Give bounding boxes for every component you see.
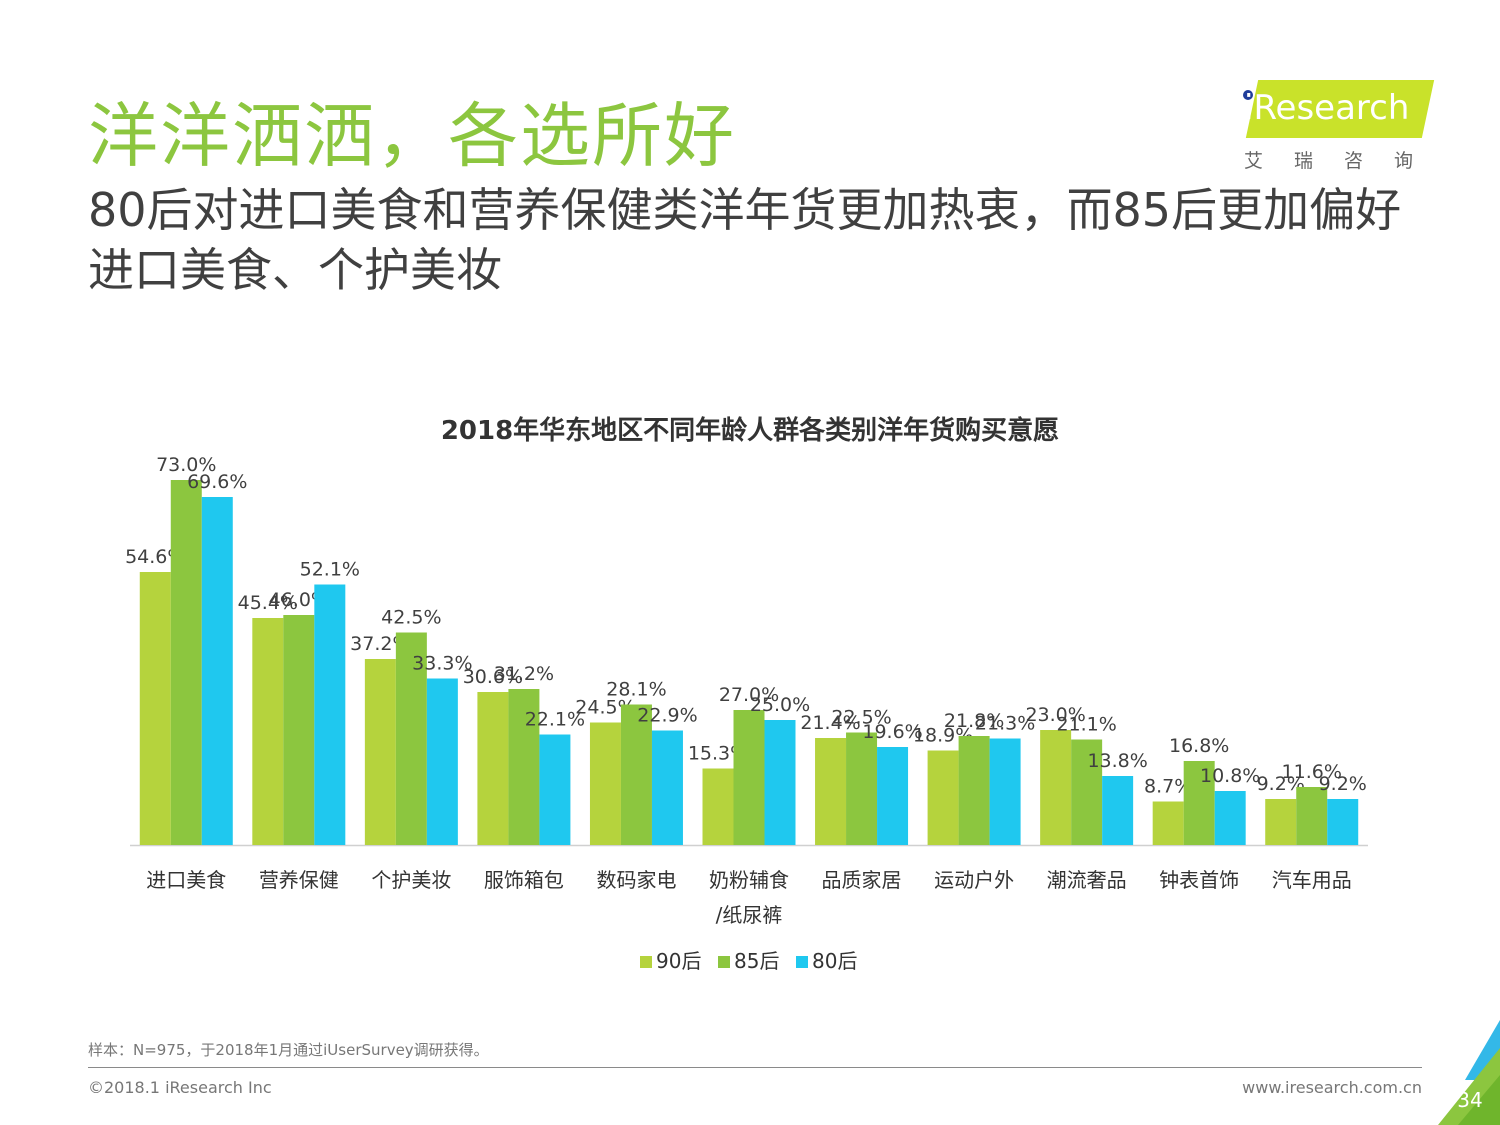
- data-label-90后-运动户外: 18.9%: [913, 725, 973, 747]
- data-label-80后-服饰箱包: 22.1%: [525, 709, 585, 731]
- bar-80后-潮流奢品: [1102, 776, 1134, 845]
- bar-85后-运动户外: [958, 736, 990, 845]
- website-link[interactable]: www.iresearch.com.cn: [1242, 1078, 1422, 1097]
- copyright-text: ©2018.1 iResearch Inc: [88, 1078, 272, 1097]
- corner-decoration: [1438, 1020, 1500, 1125]
- data-label-80后-运动户外: 21.3%: [975, 713, 1035, 735]
- category-label: 钟表首饰: [1159, 868, 1239, 892]
- bar-85后-品质家居: [846, 732, 878, 845]
- category-label: /纸尿裤: [716, 903, 783, 927]
- legend-swatch-90后: [640, 956, 652, 968]
- bar-90后-个护美妆: [364, 659, 396, 845]
- logo-wordmark: iResearch: [1244, 88, 1410, 128]
- page-number: 34: [1457, 1088, 1483, 1112]
- bar-80后-个护美妆: [426, 678, 458, 845]
- footer-divider: [88, 1067, 1422, 1068]
- data-label-90后-进口美食: 54.6%: [125, 546, 185, 568]
- data-label-90后-汽车用品: 9.2%: [1257, 773, 1305, 795]
- chart-title: 2018年华东地区不同年龄人群各类别洋年货购买意愿: [440, 416, 1060, 446]
- page-subtitle: 80后对进口美食和营养保健类洋年货更加热衷，而85后更加偏好进口美食、个护美妆: [88, 183, 1402, 297]
- data-label-85后-服饰箱包: 31.2%: [494, 663, 554, 685]
- bar-80后-服饰箱包: [539, 734, 571, 845]
- category-label: 服饰箱包: [484, 868, 564, 892]
- data-label-90后-品质家居: 21.4%: [800, 712, 860, 734]
- bar-90后-奶粉辅食/纸尿裤: [702, 768, 734, 845]
- data-label-80后-钟表首饰: 10.8%: [1200, 765, 1260, 787]
- data-label-80后-个护美妆: 33.3%: [412, 653, 472, 675]
- bar-90后-运动户外: [927, 750, 959, 845]
- legend-label-90后: 90后: [656, 949, 701, 973]
- bar-85后-潮流奢品: [1071, 739, 1103, 845]
- bar-90后-钟表首饰: [1152, 801, 1184, 845]
- bar-80后-品质家居: [877, 747, 909, 845]
- bar-80后-进口美食: [201, 497, 233, 845]
- logo-dot: [1243, 90, 1253, 100]
- bar-85后-个护美妆: [395, 632, 427, 845]
- logo-subtitle: 艾瑞咨询: [1244, 150, 1445, 172]
- bar-90后-营养保健: [252, 618, 284, 845]
- category-label: 营养保健: [259, 868, 339, 892]
- bar-85后-钟表首饰: [1183, 761, 1215, 845]
- data-label-80后-营养保健: 52.1%: [300, 559, 360, 581]
- category-label: 奶粉辅食: [709, 868, 789, 892]
- data-label-90后-钟表首饰: 8.7%: [1144, 776, 1192, 798]
- data-label-90后-营养保健: 45.4%: [238, 592, 298, 614]
- category-label: 个护美妆: [371, 868, 451, 892]
- page-title: 洋洋洒洒，各选所好: [88, 95, 736, 177]
- data-label-90后-奶粉辅食/纸尿裤: 15.3%: [688, 743, 748, 765]
- data-label-85后-奶粉辅食/纸尿裤: 27.0%: [719, 684, 779, 706]
- bar-80后-钟表首饰: [1214, 791, 1246, 845]
- category-label: 数码家电: [596, 868, 676, 892]
- iresearch-logo: iResearch 艾瑞咨询: [1238, 78, 1435, 172]
- bar-85后-汽车用品: [1296, 787, 1328, 845]
- legend-label-80后: 80后: [812, 949, 857, 973]
- category-label: 品质家居: [822, 868, 902, 892]
- category-label: 进口美食: [146, 868, 226, 892]
- bar-chart: 54.6% 73.0%69.6% 进口美食 45.4%46.0% 52.1% 营养保健 37…: [125, 454, 1368, 973]
- data-label-80后-品质家居: 19.6%: [862, 721, 922, 743]
- data-label-90后-潮流奢品: 23.0%: [1025, 704, 1085, 726]
- data-label-85后-运动户外: 21.8%: [944, 710, 1004, 732]
- data-label-85后-潮流奢品: 21.1%: [1056, 714, 1116, 736]
- data-label-90后-数码家电: 24.5%: [575, 697, 635, 719]
- data-label-85后-数码家电: 28.1%: [606, 679, 666, 701]
- category-label: 汽车用品: [1272, 868, 1352, 892]
- data-label-85后-个护美妆: 42.5%: [381, 607, 441, 629]
- data-label-85后-钟表首饰: 16.8%: [1169, 735, 1229, 757]
- bar-85后-数码家电: [620, 704, 652, 845]
- bar-85后-营养保健: [283, 615, 315, 845]
- bar-90后-进口美食: [139, 572, 171, 845]
- bar-90后-数码家电: [589, 722, 621, 845]
- data-label-90后-服饰箱包: 30.6%: [463, 666, 523, 688]
- bar-90后-潮流奢品: [1040, 730, 1072, 845]
- data-label-85后-汽车用品: 11.6%: [1282, 761, 1342, 783]
- bar-90后-服饰箱包: [477, 692, 509, 845]
- data-label-80后-进口美食: 69.6%: [187, 471, 247, 493]
- legend-label-85后: 85后: [734, 949, 779, 973]
- data-label-85后-进口美食: 73.0%: [156, 454, 216, 476]
- category-label: 运动户外: [934, 868, 1014, 892]
- data-label-80后-数码家电: 22.9%: [637, 705, 697, 727]
- bar-80后-汽车用品: [1327, 799, 1359, 845]
- data-label-85后-营养保健: 46.0%: [269, 589, 329, 611]
- bar-80后-营养保健: [314, 584, 346, 845]
- data-label-85后-品质家居: 22.5%: [831, 707, 891, 729]
- bar-80后-数码家电: [651, 730, 683, 845]
- bar-80后-奶粉辅食/纸尿裤: [764, 720, 796, 845]
- bar-85后-服饰箱包: [508, 689, 540, 845]
- data-label-90后-个护美妆: 37.2%: [350, 633, 410, 655]
- data-label-80后-潮流奢品: 13.8%: [1087, 750, 1147, 772]
- bar-90后-品质家居: [815, 738, 847, 845]
- legend-swatch-85后: [718, 956, 730, 968]
- bar-85后-进口美食: [170, 480, 202, 845]
- bar-85后-奶粉辅食/纸尿裤: [733, 710, 765, 845]
- data-label-80后-奶粉辅食/纸尿裤: 25.0%: [750, 694, 810, 716]
- bar-90后-汽车用品: [1265, 799, 1297, 845]
- bar-80后-运动户外: [989, 738, 1021, 845]
- category-label: 潮流奢品: [1047, 868, 1127, 892]
- data-label-80后-汽车用品: 9.2%: [1319, 773, 1367, 795]
- sample-note: 样本：N=975，于2018年1月通过iUserSurvey调研获得。: [88, 1041, 489, 1059]
- legend-swatch-80后: [796, 956, 808, 968]
